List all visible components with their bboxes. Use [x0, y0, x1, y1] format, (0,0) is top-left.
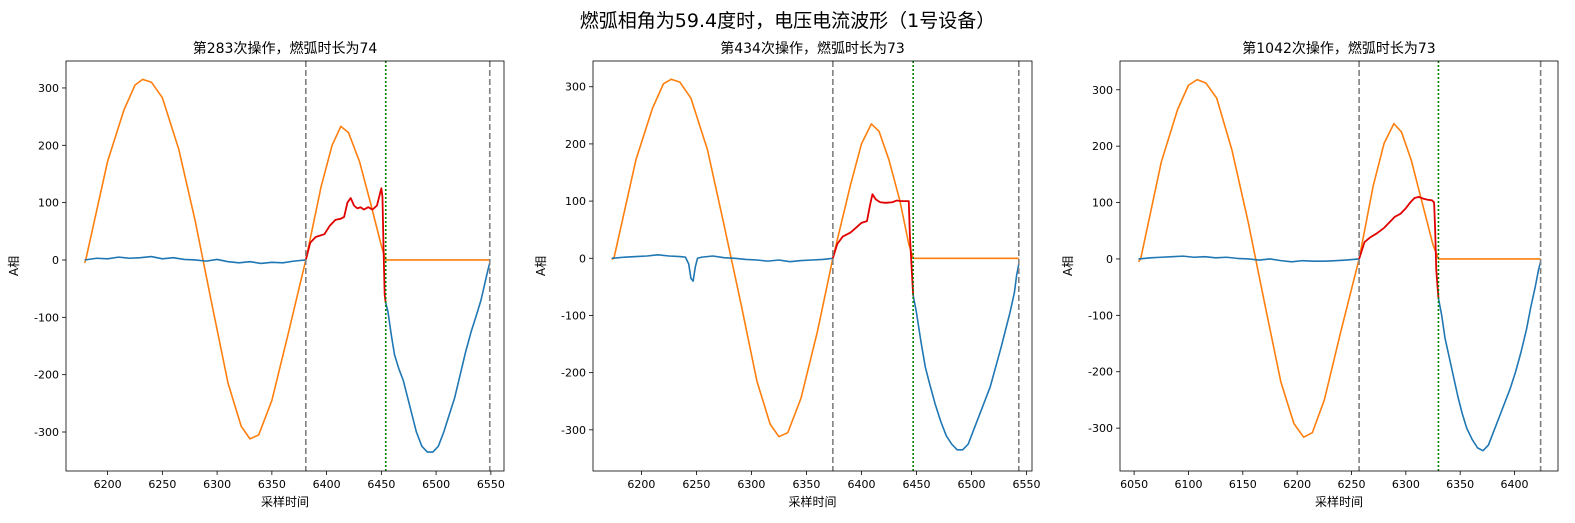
subplot-title: 第434次操作，燃弧时长为73 [720, 40, 905, 57]
x-tick-label: 6400 [847, 478, 875, 491]
current-line [1138, 255, 1360, 263]
y-tick-label: -200 [1088, 366, 1113, 379]
x-tick-label: 6500 [422, 478, 450, 491]
x-tick-label: 6450 [902, 478, 930, 491]
x-tick-label: 6550 [1012, 478, 1040, 491]
plot-area [83, 61, 491, 471]
axes-frame [1119, 60, 1559, 472]
x-tick-label: 6550 [477, 478, 505, 491]
y-axis-label: A相 [534, 256, 548, 276]
y-tick-label: 200 [38, 139, 59, 152]
arc-line [1358, 196, 1440, 299]
figure-title: 燃弧相角为59.4度时，电压电流波形（1号设备） [579, 10, 996, 32]
y-tick-label: 100 [38, 197, 59, 210]
voltage-line [611, 78, 1019, 438]
y-tick-label: 0 [1106, 253, 1113, 266]
y-tick-label: -100 [1088, 309, 1113, 322]
current-line [912, 263, 1020, 451]
y-tick-label: 0 [52, 254, 59, 267]
arc-line [831, 193, 915, 296]
subplot-title: 第1042次操作，燃弧时长为73 [1242, 40, 1435, 57]
y-tick-label: 0 [579, 252, 586, 265]
y-tick-label: -300 [1088, 422, 1113, 435]
x-axis-label: 采样时间 [788, 494, 836, 509]
current-line [611, 254, 833, 282]
y-tick-label: 100 [1092, 197, 1113, 210]
x-tick-label: 6350 [258, 478, 286, 491]
y-tick-label: -100 [561, 309, 586, 322]
axes-frame [592, 60, 1033, 472]
x-tick-label: 6200 [94, 478, 122, 491]
current-line [384, 262, 491, 453]
voltage-line [83, 78, 490, 440]
plot-area [611, 61, 1020, 471]
y-tick-label: 300 [565, 81, 586, 94]
x-axis-label: 采样时间 [261, 494, 309, 509]
y-tick-label: 200 [565, 138, 586, 151]
x-tick-label: 6150 [1229, 478, 1257, 491]
y-tick-label: -200 [561, 367, 586, 380]
x-tick-label: 6400 [313, 478, 341, 491]
axes-frame [65, 60, 505, 472]
x-tick-label: 6300 [1392, 478, 1420, 491]
y-tick-label: -100 [34, 311, 59, 324]
current-line [84, 255, 306, 265]
x-tick-label: 6200 [627, 478, 655, 491]
voltage-line [1137, 78, 1541, 438]
x-tick-label: 6450 [367, 478, 395, 491]
y-tick-label: 300 [1092, 84, 1113, 97]
plot-area [1137, 61, 1542, 471]
y-tick-label: 100 [565, 195, 586, 208]
y-tick-label: 300 [38, 82, 59, 95]
y-tick-label: -300 [561, 424, 586, 437]
x-tick-label: 6050 [1120, 478, 1148, 491]
x-tick-label: 6100 [1174, 478, 1202, 491]
x-tick-label: 6350 [792, 478, 820, 491]
x-tick-label: 6250 [148, 478, 176, 491]
x-tick-label: 6250 [1337, 478, 1365, 491]
x-tick-label: 6350 [1446, 478, 1474, 491]
x-tick-label: 6300 [203, 478, 231, 491]
y-tick-label: 200 [1092, 140, 1113, 153]
x-tick-label: 6500 [957, 478, 985, 491]
arc-line [304, 187, 387, 304]
y-tick-label: -300 [34, 426, 59, 439]
x-tick-label: 6300 [737, 478, 765, 491]
x-tick-label: 6250 [682, 478, 710, 491]
x-tick-label: 6200 [1283, 478, 1311, 491]
subplot-title: 第283次操作，燃弧时长为74 [193, 40, 378, 57]
y-tick-label: -200 [34, 369, 59, 382]
current-line [1437, 261, 1542, 452]
y-axis-label: A相 [1061, 256, 1075, 276]
x-axis-label: 采样时间 [1315, 494, 1363, 509]
x-tick-label: 6400 [1501, 478, 1529, 491]
y-axis-label: A相 [7, 256, 21, 276]
